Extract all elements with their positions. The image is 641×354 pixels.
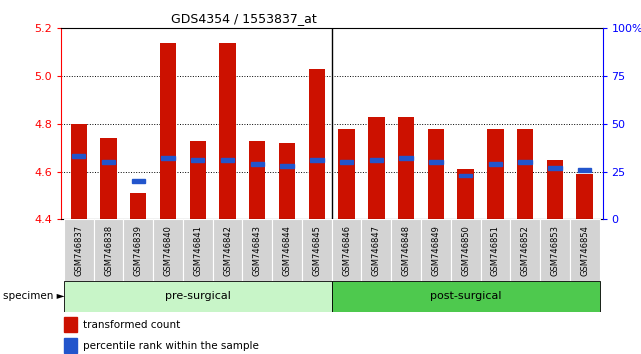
Bar: [540, 219, 570, 281]
Bar: [309, 69, 325, 219]
Bar: [71, 124, 87, 219]
Bar: [272, 219, 302, 281]
Text: percentile rank within the sample: percentile rank within the sample: [83, 341, 259, 351]
Bar: [131, 179, 145, 183]
Bar: [458, 169, 474, 219]
Bar: [570, 219, 599, 281]
Text: GSM746849: GSM746849: [431, 225, 440, 276]
Bar: [332, 219, 362, 281]
Bar: [370, 158, 383, 162]
Bar: [576, 174, 593, 219]
Text: GSM746845: GSM746845: [312, 225, 321, 276]
Bar: [510, 219, 540, 281]
Bar: [221, 158, 234, 162]
Bar: [547, 160, 563, 219]
Text: post-surgical: post-surgical: [430, 291, 501, 302]
Bar: [219, 43, 236, 219]
Text: GDS4354 / 1553837_at: GDS4354 / 1553837_at: [171, 12, 317, 25]
Bar: [421, 219, 451, 281]
Bar: [280, 164, 294, 168]
Bar: [251, 162, 264, 166]
Bar: [459, 173, 472, 177]
Text: GSM746840: GSM746840: [163, 225, 172, 276]
Text: GSM746854: GSM746854: [580, 225, 589, 276]
Bar: [548, 166, 562, 170]
Bar: [279, 143, 296, 219]
Bar: [94, 219, 123, 281]
Text: GSM746847: GSM746847: [372, 225, 381, 276]
Bar: [338, 129, 354, 219]
Bar: [191, 158, 204, 162]
Bar: [487, 129, 504, 219]
Bar: [72, 154, 85, 158]
Text: GSM746852: GSM746852: [520, 225, 529, 276]
Bar: [310, 158, 324, 162]
Bar: [160, 43, 176, 219]
Bar: [130, 193, 146, 219]
Text: specimen ►: specimen ►: [3, 291, 65, 302]
Text: GSM746837: GSM746837: [74, 225, 83, 276]
Bar: [153, 219, 183, 281]
Bar: [451, 219, 481, 281]
Bar: [249, 141, 265, 219]
Bar: [242, 219, 272, 281]
Bar: [162, 156, 175, 160]
Text: GSM746850: GSM746850: [461, 225, 470, 276]
Bar: [332, 281, 599, 312]
Bar: [428, 129, 444, 219]
Bar: [398, 117, 414, 219]
Bar: [302, 219, 331, 281]
Bar: [362, 219, 391, 281]
Bar: [64, 338, 78, 353]
Text: GSM746848: GSM746848: [402, 225, 411, 276]
Text: GSM746846: GSM746846: [342, 225, 351, 276]
Text: GSM746842: GSM746842: [223, 225, 232, 276]
Bar: [368, 117, 385, 219]
Text: GSM746844: GSM746844: [283, 225, 292, 276]
Text: pre-surgical: pre-surgical: [165, 291, 231, 302]
Bar: [64, 281, 332, 312]
Text: GSM746853: GSM746853: [551, 225, 560, 276]
Bar: [517, 129, 533, 219]
Bar: [64, 317, 78, 332]
Text: GSM746841: GSM746841: [194, 225, 203, 276]
Bar: [123, 219, 153, 281]
Bar: [102, 160, 115, 164]
Bar: [213, 219, 242, 281]
Text: GSM746851: GSM746851: [491, 225, 500, 276]
Text: GSM746839: GSM746839: [134, 225, 143, 276]
Text: transformed count: transformed count: [83, 320, 181, 330]
Bar: [429, 160, 442, 164]
Bar: [340, 160, 353, 164]
Bar: [488, 162, 502, 166]
Bar: [578, 168, 592, 172]
Bar: [101, 138, 117, 219]
Bar: [183, 219, 213, 281]
Bar: [519, 160, 532, 164]
Text: GSM746843: GSM746843: [253, 225, 262, 276]
Text: GSM746838: GSM746838: [104, 225, 113, 276]
Bar: [391, 219, 421, 281]
Bar: [399, 156, 413, 160]
Bar: [481, 219, 510, 281]
Bar: [190, 141, 206, 219]
Bar: [64, 219, 94, 281]
